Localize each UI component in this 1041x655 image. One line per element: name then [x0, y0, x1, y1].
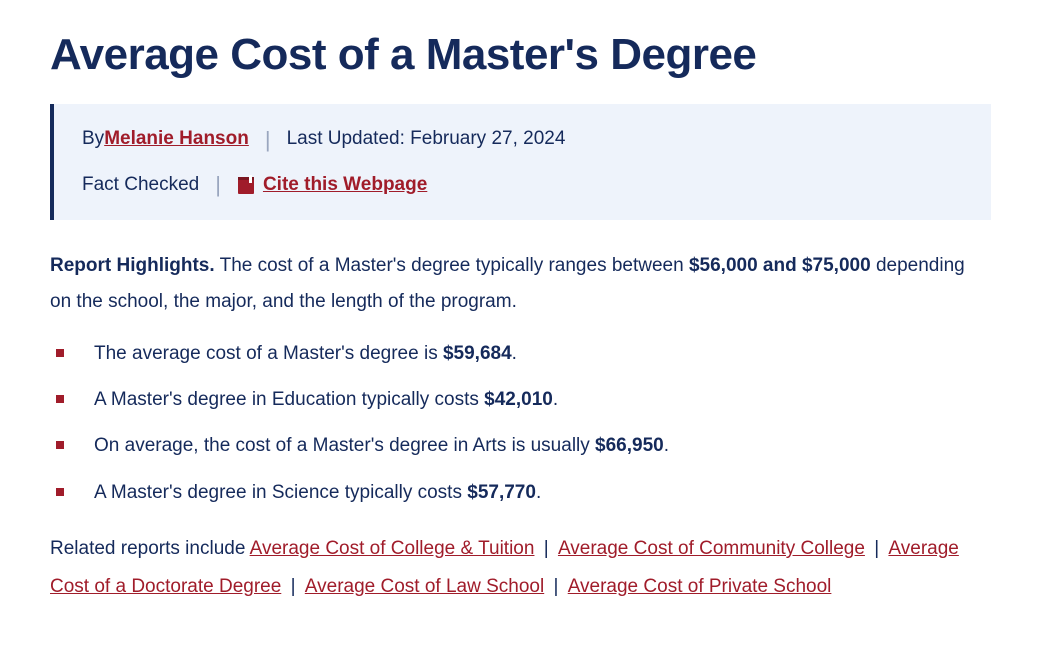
last-updated: Last Updated: February 27, 2024	[287, 124, 566, 154]
related-reports: Related reports include Average Cost of …	[50, 530, 991, 606]
link-separator: |	[538, 538, 554, 559]
bullet-post: .	[536, 482, 541, 503]
related-link[interactable]: Average Cost of College & Tuition	[250, 538, 535, 559]
by-label: By	[82, 124, 104, 154]
meta-row-1: By Melanie Hanson | Last Updated: Februa…	[82, 122, 963, 157]
meta-divider: |	[215, 167, 221, 202]
highlights-intro: Report Highlights. The cost of a Master'…	[50, 248, 991, 320]
link-separator: |	[285, 576, 301, 597]
list-item: A Master's degree in Science typically c…	[50, 478, 991, 508]
meta-divider: |	[265, 122, 271, 157]
bullet-pre: On average, the cost of a Master's degre…	[94, 435, 595, 456]
link-separator: |	[548, 576, 564, 597]
bullet-pre: The average cost of a Master's degree is	[94, 343, 443, 364]
meta-box: By Melanie Hanson | Last Updated: Februa…	[50, 104, 991, 220]
bullet-bold: $59,684	[443, 343, 512, 364]
bullet-bold: $66,950	[595, 435, 664, 456]
fact-checked-label: Fact Checked	[82, 170, 199, 200]
bullet-post: .	[512, 343, 517, 364]
bullet-pre: A Master's degree in Education typically…	[94, 389, 484, 410]
bullet-bold: $57,770	[467, 482, 536, 503]
meta-row-2: Fact Checked | Cite this Webpage	[82, 167, 963, 202]
bullet-bold: $42,010	[484, 389, 553, 410]
book-icon	[237, 175, 255, 195]
highlights-list: The average cost of a Master's degree is…	[50, 339, 991, 509]
cite-text: Cite this Webpage	[263, 170, 427, 200]
bullet-post: .	[664, 435, 669, 456]
related-link[interactable]: Average Cost of Private School	[568, 576, 832, 597]
list-item: A Master's degree in Education typically…	[50, 385, 991, 415]
author-link[interactable]: Melanie Hanson	[104, 124, 249, 154]
cite-link[interactable]: Cite this Webpage	[237, 170, 427, 200]
intro-range: $56,000 and $75,000	[689, 255, 871, 276]
bullet-pre: A Master's degree in Science typically c…	[94, 482, 467, 503]
page-title: Average Cost of a Master's Degree	[50, 30, 991, 80]
intro-pre: The cost of a Master's degree typically …	[215, 255, 689, 276]
highlights-label: Report Highlights.	[50, 255, 215, 276]
bullet-post: .	[553, 389, 558, 410]
list-item: On average, the cost of a Master's degre…	[50, 431, 991, 461]
link-separator: |	[869, 538, 885, 559]
related-label: Related reports include	[50, 538, 250, 559]
list-item: The average cost of a Master's degree is…	[50, 339, 991, 369]
related-link[interactable]: Average Cost of Community College	[558, 538, 865, 559]
related-link[interactable]: Average Cost of Law School	[305, 576, 544, 597]
